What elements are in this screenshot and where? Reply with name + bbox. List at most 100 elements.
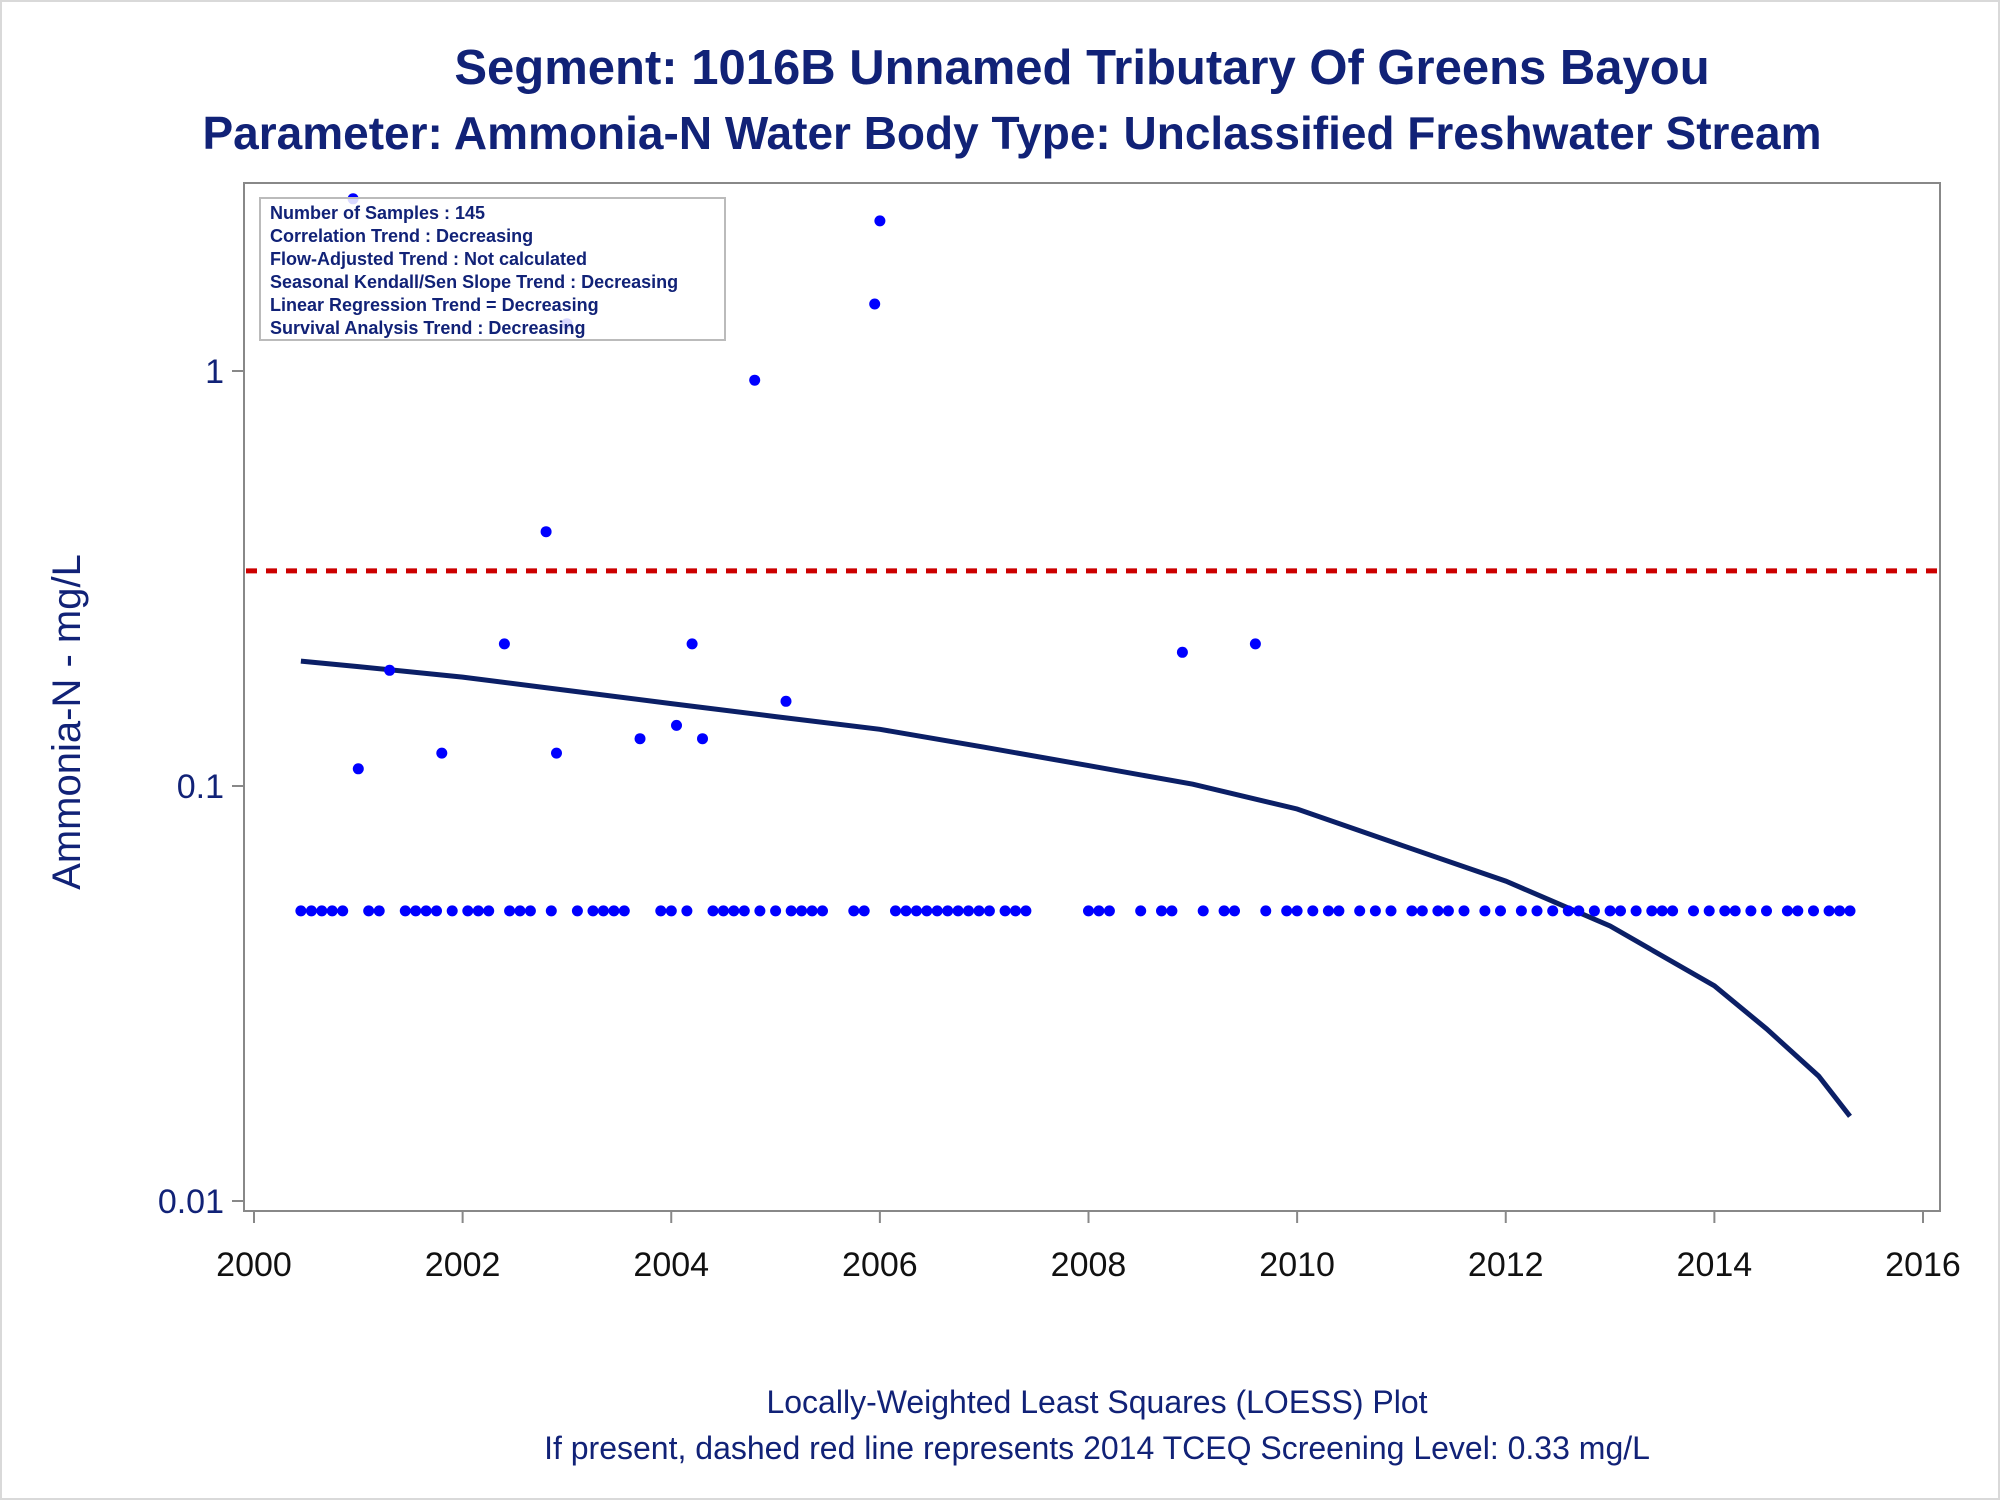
data-point [1260, 905, 1272, 917]
data-point [686, 638, 698, 650]
data-point [608, 905, 620, 917]
data-point [1588, 905, 1600, 917]
data-point [858, 905, 870, 917]
data-point [707, 905, 719, 917]
data-point [749, 374, 761, 386]
data-point [754, 905, 766, 917]
y-tick-label: 0.01 [158, 1183, 224, 1221]
data-point [738, 905, 750, 917]
stats-legend-box: Number of Samples : 145 Correlation Tren… [259, 197, 726, 341]
data-point [1156, 905, 1167, 917]
data-point [931, 905, 943, 917]
plot-area [243, 182, 1941, 1212]
data-point [890, 905, 901, 917]
data-point [963, 905, 974, 917]
data-point [1307, 905, 1319, 917]
data-point [973, 905, 985, 917]
data-point [410, 905, 422, 917]
y-tick-label: 0.1 [177, 768, 224, 806]
data-point [305, 905, 317, 917]
data-point [587, 905, 599, 917]
data-point [1442, 905, 1454, 917]
data-point [1333, 905, 1345, 917]
data-point [1515, 905, 1527, 917]
x-tick-label: 2016 [1885, 1246, 1961, 1284]
data-point [1656, 905, 1668, 917]
y-tick-label: 1 [205, 353, 224, 391]
data-point [697, 733, 708, 745]
data-point [384, 664, 396, 676]
data-point [1093, 905, 1105, 917]
data-point [848, 905, 860, 917]
data-point [952, 905, 964, 917]
data-point [1020, 905, 1032, 917]
data-point [571, 905, 583, 917]
footnote-loess: Locally-Weighted Least Squares (LOESS) P… [766, 1384, 1428, 1420]
data-point [817, 905, 828, 917]
data-point [942, 905, 954, 917]
data-point [1573, 905, 1585, 917]
data-point [1792, 905, 1804, 917]
data-point [796, 905, 808, 917]
data-point [1834, 905, 1846, 917]
data-point [316, 905, 328, 917]
data-point [717, 905, 729, 917]
data-point [337, 905, 349, 917]
data-point [999, 905, 1011, 917]
data-point [1823, 905, 1835, 917]
data-point [655, 905, 667, 917]
data-point [1406, 905, 1418, 917]
data-point [1562, 905, 1574, 917]
data-point [1249, 638, 1261, 650]
data-point [1458, 905, 1470, 917]
data-point [1646, 905, 1658, 917]
data-point [1218, 905, 1230, 917]
data-point [728, 905, 740, 917]
data-point [665, 905, 677, 917]
data-point [462, 905, 474, 917]
data-point [1604, 905, 1616, 917]
x-tick-label: 2006 [842, 1246, 918, 1284]
data-point [1844, 905, 1856, 917]
data-point [910, 905, 922, 917]
data-point [1615, 905, 1626, 917]
data-point [326, 905, 338, 917]
stats-line-linear-regression: Linear Regression Trend = Decreasing [270, 295, 599, 315]
data-point [780, 695, 792, 707]
chart-title: Segment: 1016B Unnamed Tributary Of Gree… [454, 41, 1710, 95]
data-point [1495, 905, 1506, 917]
data-point [352, 763, 364, 775]
data-point [295, 905, 307, 917]
data-point [869, 298, 881, 310]
data-point [483, 905, 495, 917]
data-point [1630, 905, 1642, 917]
stats-line-seasonal-kendall: Seasonal Kendall/Sen Slope Trend : Decre… [270, 272, 678, 292]
data-point [671, 719, 682, 731]
stats-line-survival: Survival Analysis Trend : Decreasing [270, 318, 585, 338]
x-tick-label: 2000 [216, 1246, 292, 1284]
x-tick-label: 2014 [1677, 1246, 1753, 1284]
data-point [874, 215, 886, 227]
data-point [551, 747, 562, 759]
data-point [785, 905, 797, 917]
data-point [1703, 905, 1715, 917]
data-point [681, 905, 693, 917]
data-point [1531, 905, 1543, 917]
data-point [1166, 905, 1178, 917]
data-point [431, 905, 442, 917]
data-point [1369, 905, 1381, 917]
data-point [1103, 905, 1115, 917]
data-point [1432, 905, 1444, 917]
x-tick-label: 2012 [1468, 1246, 1544, 1284]
data-point [1479, 905, 1491, 917]
data-point [806, 905, 818, 917]
data-point [545, 905, 557, 917]
data-point [597, 905, 609, 917]
data-point [399, 905, 411, 917]
loess-curve [300, 658, 1852, 1118]
data-point [524, 905, 536, 917]
x-tick-label: 2008 [1051, 1246, 1127, 1284]
x-tick-label: 2004 [633, 1246, 709, 1284]
data-point [504, 905, 516, 917]
